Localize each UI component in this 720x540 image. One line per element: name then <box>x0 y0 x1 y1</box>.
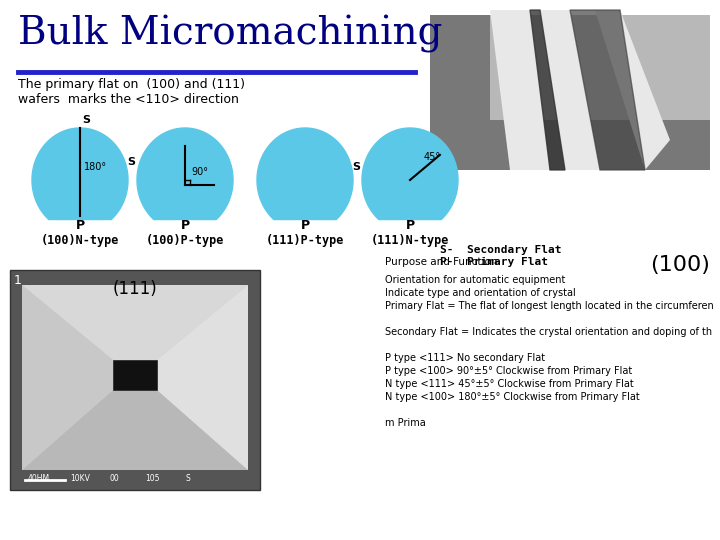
Polygon shape <box>530 10 565 170</box>
Text: 00: 00 <box>110 474 120 483</box>
Text: m Prima: m Prima <box>385 418 426 428</box>
Text: 1: 1 <box>14 274 22 287</box>
FancyBboxPatch shape <box>10 270 260 490</box>
Text: P type <111> No secondary Flat: P type <111> No secondary Flat <box>385 353 545 363</box>
Text: P: P <box>300 219 310 232</box>
Text: 10KV: 10KV <box>70 474 90 483</box>
Text: S: S <box>127 157 135 167</box>
Text: 40HM: 40HM <box>28 474 50 483</box>
Polygon shape <box>540 10 600 170</box>
Polygon shape <box>157 285 248 470</box>
Text: S: S <box>352 162 360 172</box>
Text: Bulk Micromachining: Bulk Micromachining <box>18 15 443 53</box>
Text: Indicate type and orientation of crystal: Indicate type and orientation of crystal <box>385 288 576 298</box>
Text: (100)N-type: (100)N-type <box>41 234 120 247</box>
Text: 180°: 180° <box>84 162 107 172</box>
Text: S: S <box>82 115 90 125</box>
FancyBboxPatch shape <box>113 360 157 390</box>
Polygon shape <box>22 390 248 470</box>
Text: P-  Primary Flat: P- Primary Flat <box>440 257 548 267</box>
Polygon shape <box>32 128 128 220</box>
Polygon shape <box>570 10 645 170</box>
Polygon shape <box>22 285 113 470</box>
FancyBboxPatch shape <box>22 285 248 470</box>
Text: Purpose and Function: Purpose and Function <box>385 257 498 267</box>
Text: (100)P-type: (100)P-type <box>146 234 224 247</box>
Polygon shape <box>257 128 353 220</box>
FancyBboxPatch shape <box>490 15 710 120</box>
Text: Secondary Flat = Indicates the crystal orientation and doping of th: Secondary Flat = Indicates the crystal o… <box>385 327 712 337</box>
Text: (100): (100) <box>650 255 710 275</box>
Polygon shape <box>22 285 248 360</box>
Polygon shape <box>362 128 458 220</box>
Text: S-  Secondary Flat: S- Secondary Flat <box>440 245 562 255</box>
Text: (111): (111) <box>112 280 158 298</box>
Polygon shape <box>490 10 550 170</box>
Text: P type <100> 90°±5° Clockwise from Primary Flat: P type <100> 90°±5° Clockwise from Prima… <box>385 366 632 376</box>
FancyBboxPatch shape <box>430 15 710 170</box>
Text: The primary flat on  (100) and (111)
wafers  marks the <110> direction: The primary flat on (100) and (111) wafe… <box>18 78 245 106</box>
Text: N type <111> 45°±5° Clockwise from Primary Flat: N type <111> 45°±5° Clockwise from Prima… <box>385 379 634 389</box>
Text: 90°: 90° <box>191 167 208 177</box>
Text: (111)N-type: (111)N-type <box>371 234 449 247</box>
Text: P: P <box>405 219 415 232</box>
Polygon shape <box>595 10 670 170</box>
Polygon shape <box>137 128 233 220</box>
Text: P: P <box>76 219 84 232</box>
Text: S: S <box>185 474 190 483</box>
Text: Primary Flat = The flat of longest length located in the circumferen: Primary Flat = The flat of longest lengt… <box>385 301 714 311</box>
Text: 45°: 45° <box>424 152 441 162</box>
Text: Orientation for automatic equipment: Orientation for automatic equipment <box>385 275 565 285</box>
Text: (111)P-type: (111)P-type <box>266 234 344 247</box>
Text: 105: 105 <box>145 474 160 483</box>
Text: N type <100> 180°±5° Clockwise from Primary Flat: N type <100> 180°±5° Clockwise from Prim… <box>385 392 640 402</box>
Text: P: P <box>181 219 189 232</box>
